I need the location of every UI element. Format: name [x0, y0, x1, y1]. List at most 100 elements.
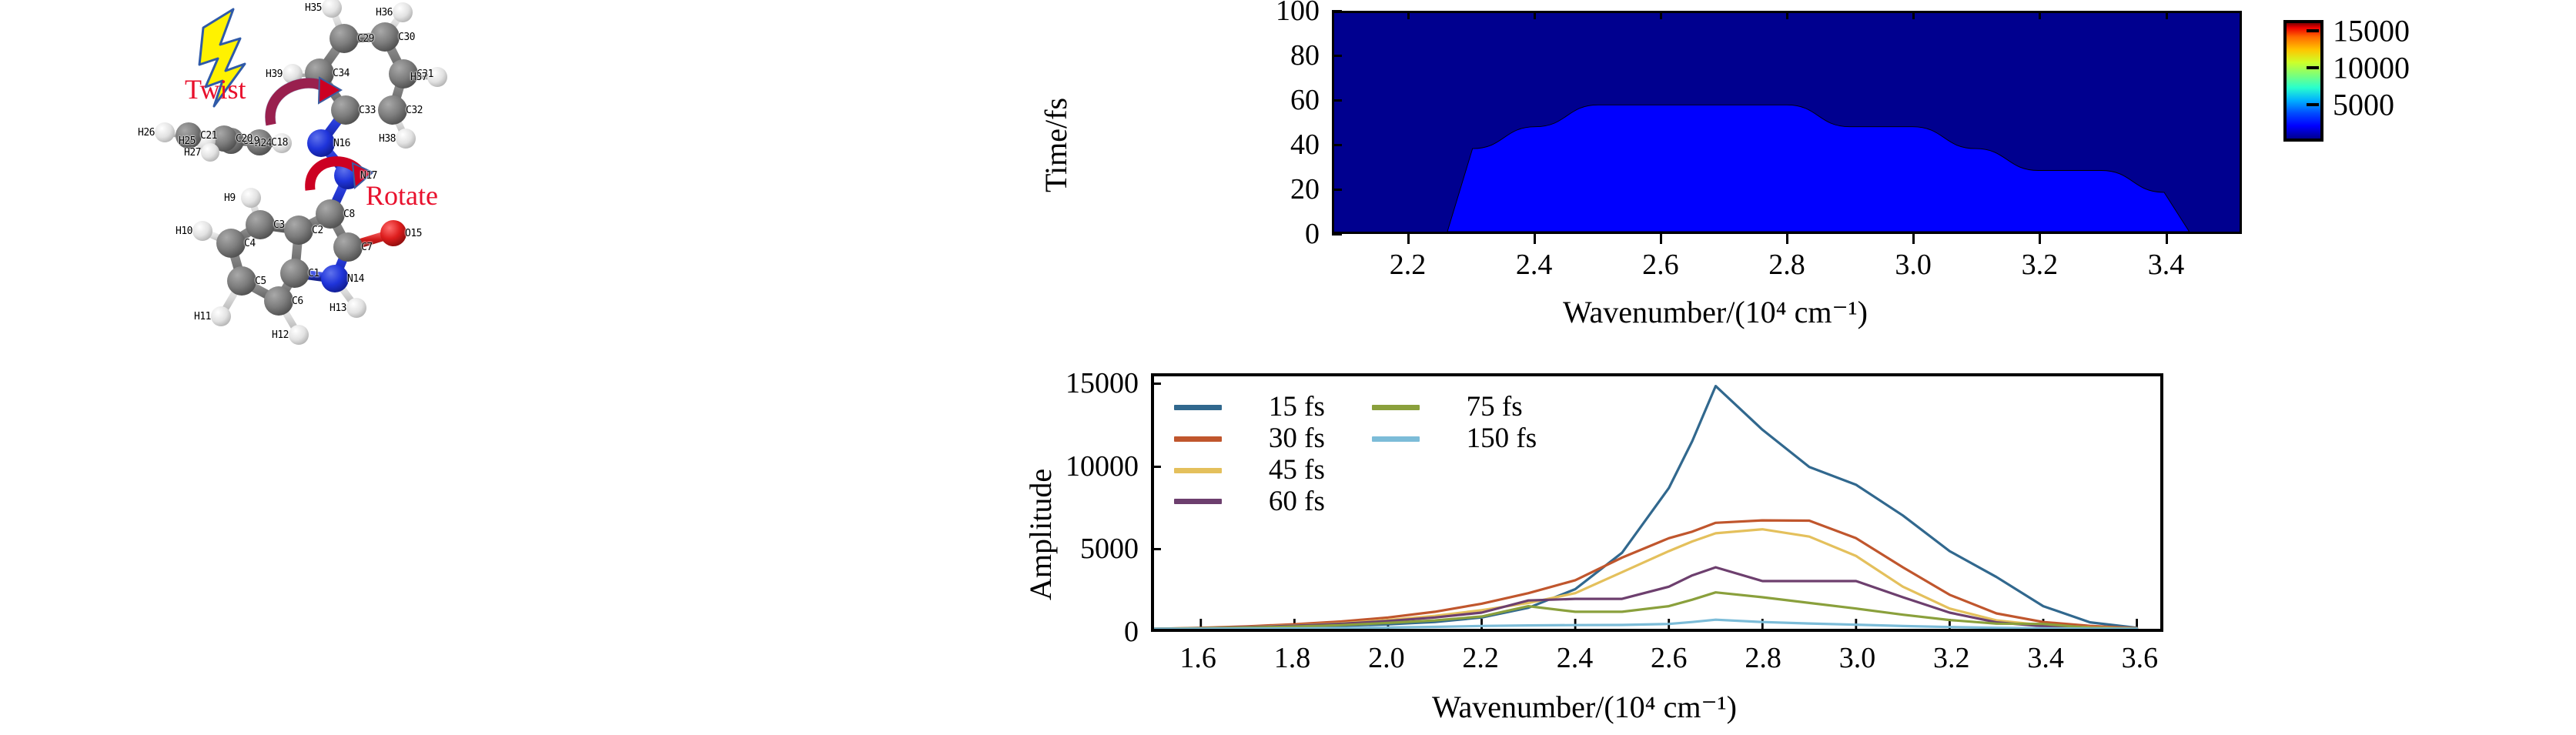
line-plot-legend: 15 fs 75 fs 30 fs 150 fs 45 fs 60 fs: [1174, 391, 1574, 517]
contour-xtick-mark-top: [1407, 11, 1410, 19]
contour-x-axis-title: Wavenumber/(10⁴ cm⁻¹): [1563, 295, 1868, 329]
legend-swatch-45-fs: [1174, 467, 1222, 473]
legend-swatch-75-fs: [1371, 404, 1420, 410]
colorbar-tick-label: 5000: [2333, 87, 2394, 122]
contour-ytick-mark: [1332, 233, 1342, 236]
line-series-30-fs: [1154, 519, 2139, 629]
line-xtick-label: 2.6: [1651, 642, 1688, 674]
line-y-axis-title: Amplitude: [1023, 468, 1058, 600]
atom-o15: [380, 220, 406, 246]
contour-xtick-mark: [1786, 234, 1788, 244]
twist-annotation-label: Twist: [185, 74, 246, 105]
line-ytick-mark: [1151, 382, 1161, 385]
line-ytick-label: 0: [1124, 616, 1139, 648]
atom-c7: [333, 232, 363, 262]
contour-xtick-mark: [1533, 234, 1536, 244]
contour-band-level-1500: [1447, 105, 2190, 232]
contour-ytick-label: 60: [1290, 84, 1320, 116]
line-ytick-label: 5000: [1080, 533, 1139, 566]
atom-h11: [211, 306, 231, 326]
contour-xtick-mark-top: [1786, 11, 1788, 19]
contour-y-axis-title: Time/fs: [1039, 97, 1073, 192]
contour-colorbar: [2283, 20, 2323, 142]
line-series-150-fs: [1154, 618, 2139, 629]
contour-xtick-label: 2.2: [1389, 249, 1427, 281]
line-series-graphic: [1154, 385, 2139, 629]
line-series-75-fs: [1154, 591, 2139, 629]
contour-xtick-label: 2.4: [1515, 249, 1553, 281]
contour-xtick-mark-top: [1912, 11, 1915, 19]
legend-swatch-60-fs: [1174, 499, 1222, 505]
line-xtick-label: 3.6: [2121, 642, 2159, 674]
atom-h38: [396, 129, 416, 149]
contour-xtick-label: 2.6: [1642, 249, 1679, 281]
legend-label-15-fs: 15 fs: [1268, 391, 1325, 423]
contour-ytick-label: 20: [1290, 173, 1320, 205]
line-xtick-label: 1.8: [1273, 642, 1311, 674]
line-xtick-label: 2.2: [1462, 642, 1499, 674]
contour-ytick-label: 40: [1290, 129, 1320, 161]
line-xtick-label: 2.8: [1745, 642, 1781, 674]
line-xtick-label: 2.0: [1368, 642, 1405, 674]
legend-swatch-30-fs: [1174, 436, 1222, 442]
line-xtick-inner-mark: [1574, 619, 1577, 629]
atom-h9: [241, 188, 261, 208]
atom-h27: [201, 143, 219, 162]
contour-xtick-mark: [2165, 234, 2168, 244]
atom-h13: [346, 298, 366, 318]
atom-c30: [370, 22, 400, 52]
atom-c32: [378, 95, 407, 125]
line-xtick-label: 3.2: [1933, 642, 1970, 674]
line-xtick-label: 3.0: [1838, 642, 1876, 674]
line-xtick-inner-mark: [1761, 619, 1764, 629]
contour-ytick-mark: [1332, 55, 1342, 57]
legend-swatch-150-fs: [1371, 436, 1420, 442]
atom-h35: [322, 0, 342, 18]
line-xtick-label: 2.4: [1556, 642, 1594, 674]
lightning-bolt-icon: [198, 8, 246, 108]
atom-c4: [216, 229, 246, 258]
atom-h24: [272, 133, 292, 153]
amplitude-line-plot-panel: 15 fs 75 fs 30 fs 150 fs 45 fs 60 fs 0 5000 100…: [993, 346, 2576, 735]
atom-c3: [246, 210, 275, 239]
atom-c29: [330, 24, 359, 53]
contour-xtick-label: 2.8: [1768, 249, 1805, 281]
atom-c8: [316, 199, 345, 229]
atom-c21: [176, 122, 202, 149]
line-ytick-label: 10000: [1066, 449, 1139, 483]
legend-swatch-empty: [1372, 499, 1420, 504]
contour-plot-area: [1332, 11, 2242, 234]
contour-plot-panel: 0 20 40 60 80 100 2.2 2.4 2.6 2.8 3.0 3.2 3.4 Time/…: [993, 0, 2576, 346]
atom-h36: [393, 2, 413, 22]
line-ytick-mark: [1151, 465, 1161, 468]
atom-h39: [283, 64, 303, 84]
legend-label-45-fs: 45 fs: [1268, 453, 1325, 486]
contour-xtick-mark: [1659, 234, 1662, 244]
legend-swatch-15-fs: [1174, 404, 1222, 410]
line-xtick-inner-mark: [1199, 619, 1203, 629]
molecule-structure-graphic: [155, 0, 447, 345]
line-x-axis-title: Wavenumber/(10⁴ cm⁻¹): [1432, 690, 1737, 724]
contour-xtick-mark-top: [1659, 11, 1662, 19]
colorbar-tick-mark: [2307, 103, 2319, 107]
contour-xtick-label: 3.2: [2021, 249, 2059, 281]
atom-c31: [389, 59, 418, 89]
line-xtick-inner-mark: [2136, 619, 2139, 629]
contour-xtick-mark-top: [2039, 11, 2042, 19]
contour-xtick-mark-top: [2165, 11, 2168, 19]
atom-sphere-group: [155, 0, 447, 345]
contour-ytick-label: 80: [1290, 39, 1320, 72]
atom-c20: [211, 125, 237, 152]
contour-xtick-label: 3.4: [2147, 249, 2185, 281]
atom-n14: [321, 265, 349, 292]
contour-ytick-label: 0: [1305, 218, 1320, 250]
contour-fill-graphic: [1334, 13, 2240, 232]
contour-ytick-mark: [1332, 10, 1342, 12]
legend-label-150-fs: 150 fs: [1466, 422, 1537, 454]
contour-xtick-mark-top: [1533, 11, 1536, 19]
legend-label-30-fs: 30 fs: [1268, 422, 1325, 454]
rotate-arrow-icon: [305, 156, 374, 191]
contour-xtick-mark: [1407, 234, 1410, 244]
legend-label-60-fs: 60 fs: [1268, 485, 1325, 517]
contour-ytick-mark: [1332, 99, 1342, 102]
